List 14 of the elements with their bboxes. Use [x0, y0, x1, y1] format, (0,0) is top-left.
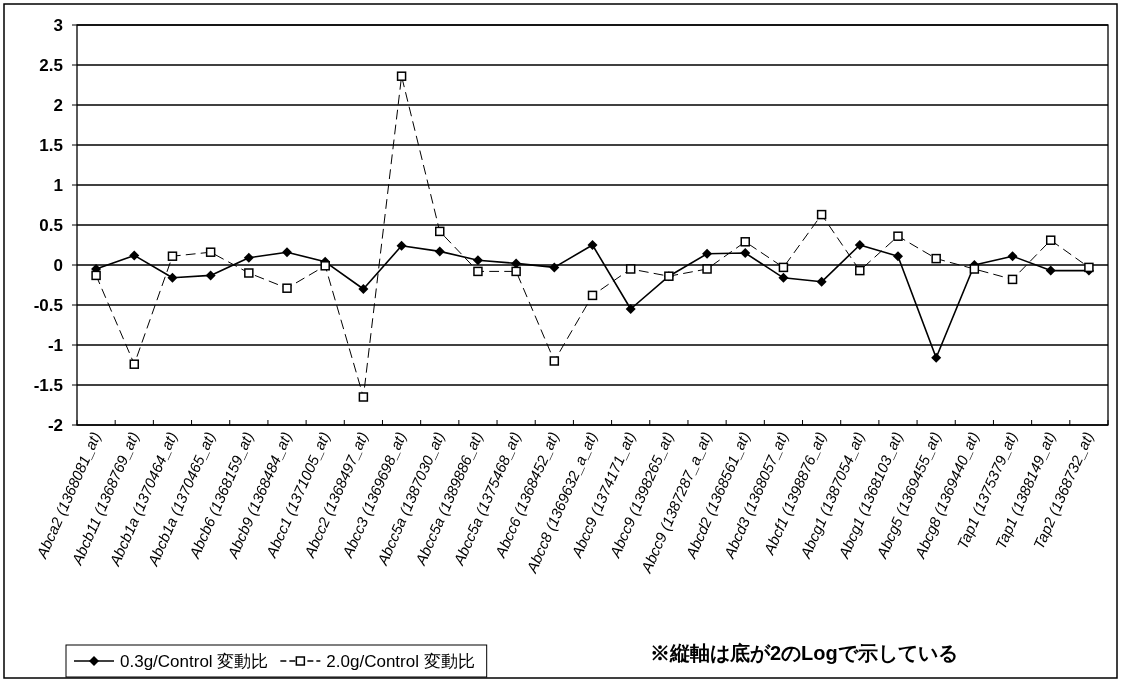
y-tick-label: 0.5 [39, 216, 63, 235]
y-tick-label: -1 [47, 336, 63, 355]
legend-label: 2.0g/Control 変動比 [326, 652, 475, 671]
text: ※縦軸は底が2のLogで示している [650, 642, 958, 664]
y-tick-label: 2 [53, 96, 63, 115]
y-tick-label: 1 [53, 176, 63, 195]
y-tick-label: -0.5 [33, 296, 63, 315]
y-tick-label: 3 [53, 16, 63, 35]
legend-label: 0.3g/Control 変動比 [120, 652, 269, 671]
y-tick-label: 1.5 [39, 136, 63, 155]
y-tick-label: 0 [53, 256, 63, 275]
y-tick-label: -2 [47, 416, 63, 435]
y-tick-label: -1.5 [33, 376, 63, 395]
y-tick-label: 2.5 [39, 56, 63, 75]
